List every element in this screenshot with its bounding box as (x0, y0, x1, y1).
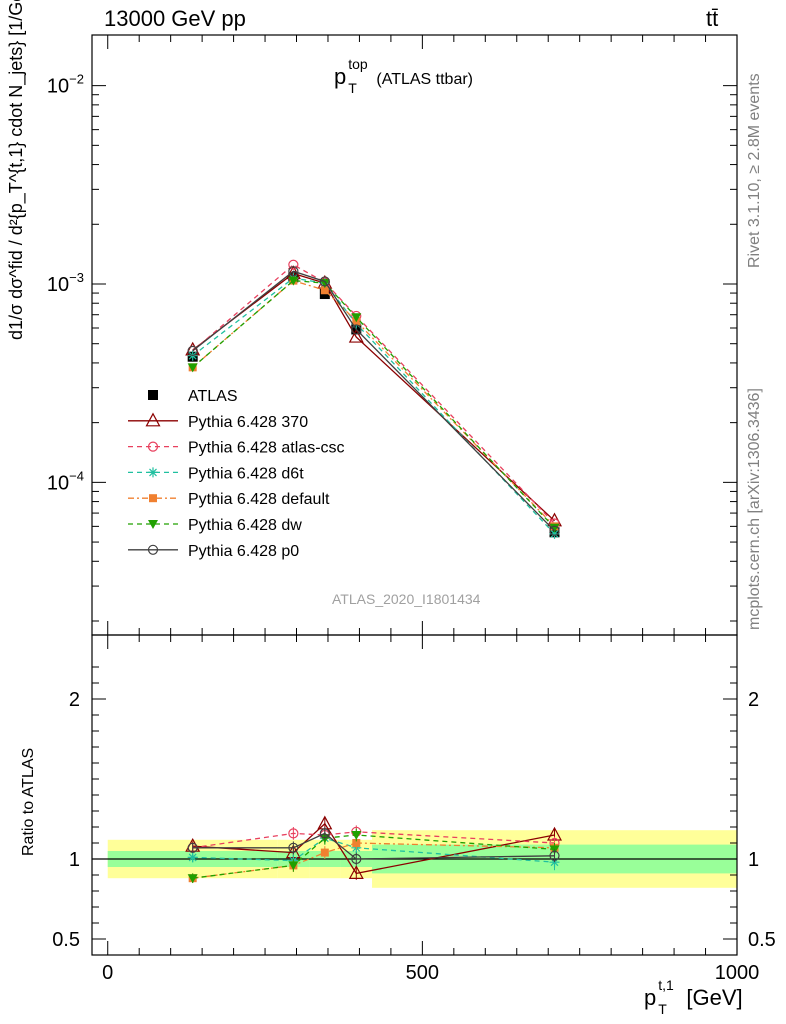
ratio-point-5-4 (549, 850, 560, 861)
legend-label-3: Pythia 6.428 d6t (188, 465, 304, 482)
xlabel-main: p (644, 985, 657, 1010)
ratio-ytick-label-right-1: 1 (748, 849, 759, 871)
main-point-3-4 (549, 528, 560, 539)
main-ytick-label-2: 10−4 (47, 468, 84, 494)
main-ytick-label-1: 10−3 (47, 270, 84, 296)
main-point-6-3 (351, 324, 362, 335)
main-point-6-0 (187, 345, 198, 356)
ratio-point-3-3 (352, 839, 361, 847)
title-main: p (334, 64, 347, 89)
xlabel-sub: T (658, 1001, 667, 1017)
main-ytick-exp-1: −3 (69, 270, 84, 285)
main-point-2-1 (288, 259, 299, 270)
x-tick-label-1: 500 (406, 962, 439, 984)
main-point-6-1 (288, 266, 299, 277)
legend-marker-6 (147, 544, 159, 555)
title-sup: top (348, 56, 368, 72)
main-line-4 (192, 279, 555, 527)
ratio-ytick-label-right-0: 0.5 (748, 929, 776, 951)
legend-label-5: Pythia 6.428 dw (188, 517, 302, 534)
legend-marker-3 (148, 467, 158, 478)
xlabel-sup: t,1 (658, 977, 674, 993)
legend-label-1: Pythia 6.428 370 (188, 414, 308, 431)
x-axis-label: p t,1 T [GeV] (644, 977, 743, 1017)
process-label: tt̄ (706, 6, 719, 31)
main-line-6 (192, 270, 555, 532)
ratio-point-4-3 (351, 831, 362, 840)
x-tick-label-0: 0 (102, 962, 113, 984)
main-point-6-4 (549, 525, 560, 536)
ratio-point-4-0 (187, 874, 198, 884)
ratio-point-0-3 (348, 865, 364, 879)
ratio-ytick-label-left-1: 1 (69, 849, 80, 871)
main-point-4-2 (320, 286, 329, 295)
ratio-series-lines (185, 815, 563, 884)
analysis-watermark: ATLAS_2020_I1801434 (332, 591, 481, 607)
ratio-point-4-1 (288, 861, 299, 871)
title-rest: (ATLAS ttbar) (376, 71, 473, 88)
ratio-line-4 (192, 834, 555, 879)
main-point-5-2 (319, 279, 330, 289)
energy-label: 13000 GeV pp (104, 6, 246, 31)
ratio-point-2-0 (187, 852, 198, 863)
main-point-6-2 (319, 276, 330, 287)
ratio-point-3-2 (320, 848, 329, 857)
main-point-5-0 (187, 363, 198, 373)
ratio-ytick-label-right-2: 2 (748, 689, 759, 711)
legend-label-0: ATLAS (188, 388, 238, 405)
ratio-point-5-0 (187, 842, 198, 853)
main-point-5-3 (351, 313, 362, 323)
main-point-5-1 (288, 276, 299, 286)
main-series-lines (185, 259, 563, 539)
ratio-point-5-1 (288, 842, 299, 853)
xlabel-rest: [GeV] (686, 985, 743, 1010)
main-line-1 (192, 272, 555, 522)
legend-marker-2 (147, 441, 159, 452)
legend-label-2: Pythia 6.428 atlas-csc (188, 440, 345, 457)
legend-label-6: Pythia 6.428 p0 (188, 543, 299, 560)
ratio-ytick-label-left-0: 0.5 (52, 929, 80, 951)
legend-marker-0 (148, 390, 158, 400)
x-tick-label-2: 1000 (715, 962, 760, 984)
title-sub: T (348, 80, 357, 96)
ratio-point-5-2 (319, 828, 330, 839)
ratio-frame (91, 634, 738, 956)
main-ytick-exp-0: −2 (69, 72, 84, 87)
ratio-line-1 (192, 831, 555, 849)
main-point-5-4 (549, 523, 560, 533)
main-ytick-label-0: 10−2 (47, 72, 84, 98)
legend-label-4: Pythia 6.428 default (188, 491, 330, 508)
ratio-point-1-1 (288, 828, 299, 839)
plot-title: p top T (ATLAS ttbar) (334, 56, 473, 96)
legend: ATLAS Pythia 6.428 370 Pythia 6.428 atlas-… (128, 388, 345, 560)
main-ytick-exp-2: −4 (69, 468, 84, 483)
main-point-1-3 (348, 328, 364, 343)
legend-marker-5 (148, 520, 158, 529)
ratio-point-5-3 (351, 853, 362, 865)
ratio-ytick-label-left-2: 2 (69, 689, 80, 711)
legend-marker-4 (149, 494, 157, 503)
main-line-3 (192, 277, 555, 535)
main-line-2 (192, 263, 555, 524)
legend-marker-1 (145, 412, 161, 427)
